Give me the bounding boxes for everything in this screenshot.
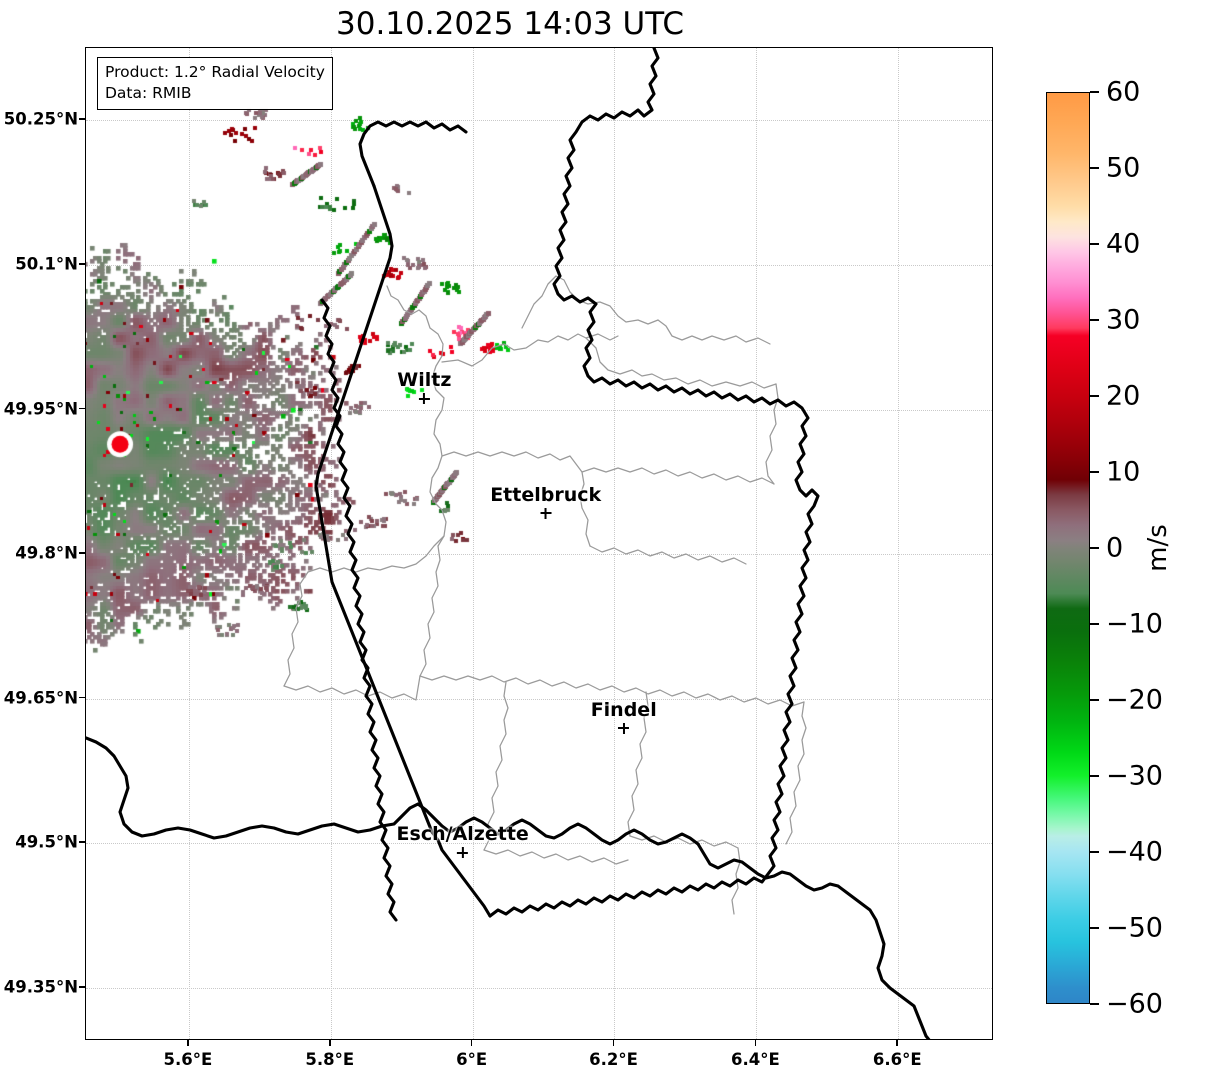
colorbar-tick-mark: [1090, 1003, 1099, 1005]
city-marker-cross-icon: [457, 847, 469, 859]
colorbar-tick-label: −50: [1106, 912, 1163, 944]
colorbar-tick-label: 10: [1106, 456, 1141, 488]
colorbar-tick-labels: 60 50 40 30 20 10 0 −10 −20 −30 −40 −50 −60: [1090, 0, 1207, 1081]
x-axis-tick-label: 6.2°E: [589, 1050, 638, 1069]
colorbar-tick-label: −30: [1106, 760, 1163, 792]
city-label-esch-alzette: Esch/Alzette: [396, 823, 529, 859]
city-marker-cross-icon: [418, 393, 430, 405]
colorbar-gradient: [1046, 92, 1090, 1004]
colorbar-tick-mark: [1090, 927, 1099, 929]
colorbar-tick-mark: [1090, 851, 1099, 853]
city-label-findel: Findel: [591, 699, 657, 734]
colorbar-tick-label: 40: [1106, 228, 1141, 260]
y-axis-tick-label: 49.8°N: [15, 543, 78, 563]
x-axis-tick-mark: [896, 1040, 899, 1046]
x-axis-tick-mark: [754, 1040, 757, 1046]
colorbar-tick-label: 0: [1106, 532, 1124, 564]
x-axis-tick-label: 6°E: [456, 1050, 488, 1069]
colorbar-tick-label: 60: [1106, 76, 1141, 108]
radar-echo-layer: [86, 48, 992, 1039]
x-axis-tick-label: 5.8°E: [305, 1050, 355, 1069]
radar-map-plot[interactable]: Product: 1.2° Radial Velocity Data: RMIB…: [85, 47, 993, 1040]
colorbar-tick-mark: [1090, 623, 1099, 625]
colorbar-tick-label: 30: [1106, 304, 1141, 336]
city-marker-cross-icon: [618, 722, 630, 734]
city-name-text: Esch/Alzette: [396, 823, 529, 846]
x-axis-tick-mark: [328, 1040, 331, 1046]
colorbar-tick-label: 20: [1106, 380, 1141, 412]
x-axis-tick-label: 6.6°E: [872, 1050, 922, 1069]
colorbar-tick-mark: [1090, 395, 1099, 397]
colorbar-tick-mark: [1090, 775, 1099, 777]
colorbar-tick-label: −10: [1106, 608, 1163, 640]
colorbar-tick-label: −20: [1106, 684, 1163, 716]
x-axis-tick-mark: [187, 1040, 189, 1046]
y-axis-tick-label: 49.5°N: [15, 832, 78, 852]
y-axis-tick-mark: [79, 841, 85, 843]
colorbar[interactable]: [1046, 92, 1090, 1004]
colorbar-tick-mark: [1090, 547, 1099, 549]
colorbar-tick-mark: [1090, 167, 1099, 169]
colorbar-tick-mark: [1090, 699, 1099, 701]
y-axis-tick-label: 50.1°N: [15, 254, 78, 274]
y-axis-tick-mark: [79, 407, 85, 410]
city-label-wiltz: Wiltz: [397, 369, 452, 405]
city-name-text: Wiltz: [397, 369, 452, 392]
y-axis-tick-mark: [79, 696, 85, 699]
product-info-box: Product: 1.2° Radial Velocity Data: RMIB: [97, 57, 333, 110]
colorbar-tick-label: −40: [1106, 836, 1163, 868]
national-borders-layer: [86, 48, 931, 1039]
colorbar-tick-label: 50: [1106, 152, 1141, 184]
city-name-text: Ettelbruck: [490, 483, 602, 506]
city-marker-cross-icon: [540, 507, 552, 519]
colorbar-tick-mark: [1090, 471, 1099, 473]
y-axis-tick-label: 50.25°N: [3, 109, 78, 129]
x-axis-tick-label: 6.4°E: [730, 1050, 780, 1069]
x-axis-tick-label: 5.6°E: [163, 1050, 213, 1069]
y-axis-tick-mark: [79, 552, 85, 554]
colorbar-tick-mark: [1090, 243, 1099, 245]
colorbar-tick-mark: [1090, 91, 1099, 93]
colorbar-unit-label: m/s: [1143, 524, 1173, 572]
y-axis-tick-mark: [79, 262, 85, 265]
city-name-text: Findel: [590, 698, 657, 721]
info-product-line: Product: 1.2° Radial Velocity: [105, 63, 325, 81]
y-axis-tick-label: 49.35°N: [3, 977, 78, 997]
y-axis-tick-mark: [79, 118, 85, 120]
x-axis-tick-mark: [470, 1040, 473, 1046]
x-axis-tick-mark: [612, 1040, 615, 1046]
y-axis-tick-mark: [79, 985, 85, 988]
colorbar-tick-mark: [1090, 319, 1099, 321]
page-title: 30.10.2025 14:03 UTC: [336, 6, 684, 42]
info-data-line: Data: RMIB: [105, 83, 192, 102]
colorbar-tick-label: −60: [1106, 988, 1163, 1020]
y-axis-tick-label: 49.95°N: [3, 399, 78, 419]
y-axis-tick-label: 49.65°N: [3, 688, 78, 708]
city-label-ettelbruck: Ettelbruck: [490, 484, 601, 519]
